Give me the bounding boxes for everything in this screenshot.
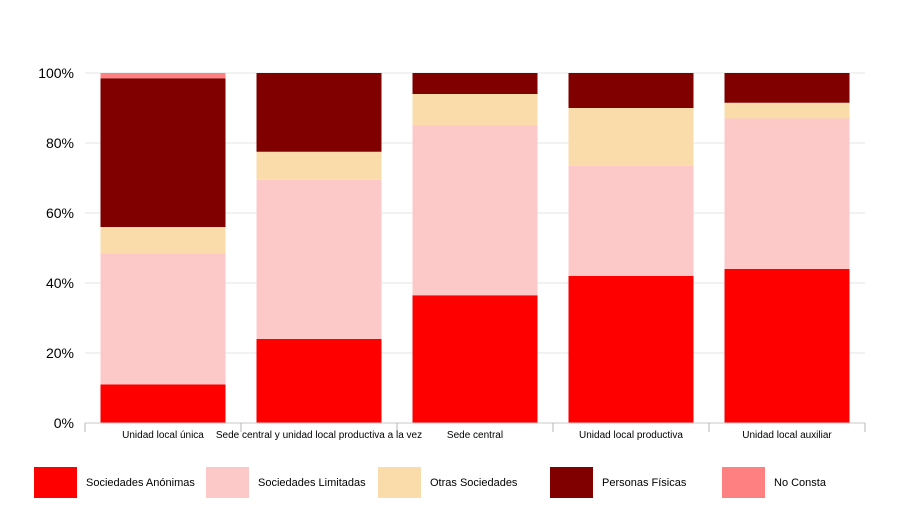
bar-segment — [256, 179, 382, 339]
legend-item: No Consta — [722, 467, 894, 498]
x-tick-label: Sede central — [447, 430, 503, 441]
bar-segment — [724, 102, 850, 119]
y-tick-label: 40% — [46, 275, 74, 291]
legend-swatch — [34, 467, 77, 498]
bar-segment — [412, 94, 538, 126]
bars — [100, 73, 850, 423]
x-tick-label: Unidad local productiva — [579, 430, 683, 441]
bar-segment — [568, 165, 694, 276]
y-axis-tick-labels: 0% 20% 40% 60% 80% 100% — [38, 65, 74, 431]
y-tick-label: 60% — [46, 205, 74, 221]
legend-label: Otras Sociedades — [430, 476, 518, 489]
bar-segment — [100, 384, 226, 423]
legend-item: Sociedades Anónimas — [34, 467, 206, 498]
legend-swatch — [550, 467, 593, 498]
legend-swatch — [378, 467, 421, 498]
legend-item: Personas Físicas — [550, 467, 722, 498]
bar-segment — [724, 269, 850, 423]
bar-segment — [412, 73, 538, 94]
legend-label: No Consta — [774, 476, 826, 489]
x-tick-label: Unidad local única — [122, 430, 204, 441]
y-tick-label: 0% — [54, 415, 74, 431]
legend-item: Sociedades Limitadas — [206, 467, 378, 498]
bar-segment — [256, 151, 382, 180]
bar-segment — [412, 125, 538, 296]
x-tick-label: Sede central y unidad local productiva a… — [216, 430, 422, 441]
y-tick-label: 80% — [46, 135, 74, 151]
bar-segment — [568, 276, 694, 423]
bar-segment — [100, 253, 226, 385]
legend-label: Personas Físicas — [602, 476, 687, 489]
bar-segment — [568, 108, 694, 166]
x-tick-label: Unidad local auxiliar — [742, 430, 832, 441]
bar-segment — [724, 73, 850, 103]
bar-segment — [100, 227, 226, 254]
legend: Sociedades Anónimas Sociedades Limitadas O… — [34, 467, 894, 498]
bar-segment — [256, 73, 382, 152]
legend-item: Otras Sociedades — [378, 467, 550, 498]
y-tick-label: 20% — [46, 345, 74, 361]
x-axis — [84, 422, 866, 432]
bar-segment — [412, 295, 538, 423]
x-axis-tick-labels: Unidad local única Sede central y unidad … — [122, 430, 832, 441]
legend-label: Sociedades Anónimas — [86, 476, 195, 489]
chart: 0% 20% 40% 60% 80% 100% Unidad local única Sed… — [38, 65, 866, 441]
y-tick-label: 100% — [38, 65, 74, 81]
bar-segment — [724, 118, 850, 269]
bar-segment — [568, 73, 694, 108]
legend-swatch — [722, 467, 765, 498]
legend-swatch — [206, 467, 249, 498]
legend-label: Sociedades Limitadas — [258, 476, 366, 489]
bar-segment — [100, 73, 226, 79]
bar-segment — [256, 339, 382, 423]
bar-segment — [100, 78, 226, 227]
